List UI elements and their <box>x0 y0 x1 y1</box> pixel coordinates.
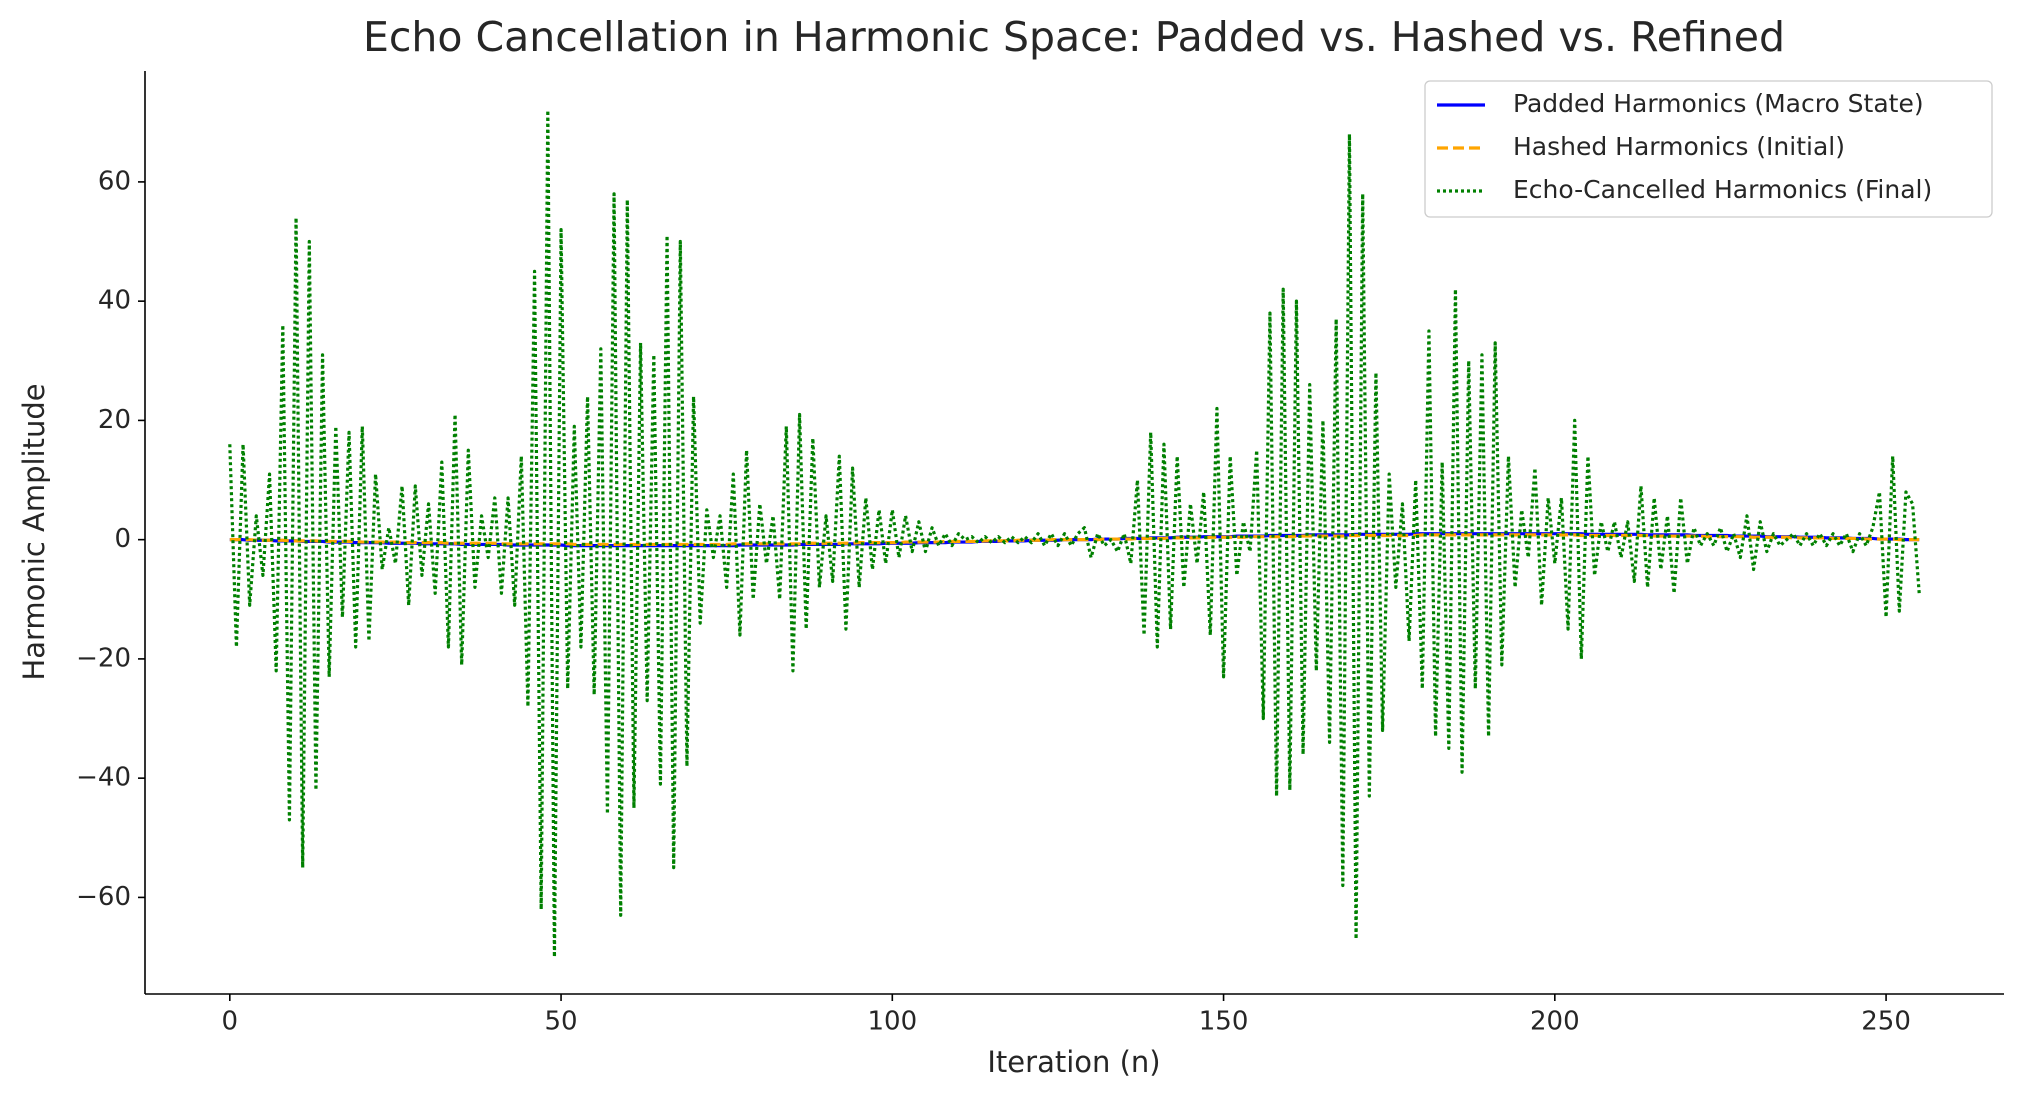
x-tick-label: 0 <box>222 1007 239 1037</box>
legend-label: Hashed Harmonics (Initial) <box>1513 132 1845 161</box>
y-tick-label: 20 <box>98 405 131 435</box>
x-tick-label: 100 <box>867 1007 917 1037</box>
y-tick-label: −60 <box>76 882 131 912</box>
y-tick-label: −20 <box>76 643 131 673</box>
legend-label: Echo-Cancelled Harmonics (Final) <box>1513 175 1932 204</box>
x-tick-label: 150 <box>1199 1007 1249 1037</box>
data-line <box>228 108 1921 959</box>
y-tick-label: −40 <box>76 763 131 793</box>
x-tick-label: 200 <box>1530 1007 1580 1037</box>
y-tick-label: 40 <box>98 286 131 316</box>
data-line <box>229 533 1920 547</box>
legend-box <box>1424 80 1993 218</box>
y-tick-label: 60 <box>98 166 131 196</box>
chart-title: Echo Cancellation in Harmonic Space: Pad… <box>363 13 1785 61</box>
x-tick-label: 250 <box>1861 1007 1911 1037</box>
x-tick-label: 50 <box>545 1007 578 1037</box>
x-axis-label: Iteration (n) <box>987 1045 1160 1079</box>
y-tick-label: 0 <box>114 524 131 554</box>
legend-label: Padded Harmonics (Macro State) <box>1513 89 1924 118</box>
y-axis-label: Harmonic Amplitude <box>17 383 51 680</box>
